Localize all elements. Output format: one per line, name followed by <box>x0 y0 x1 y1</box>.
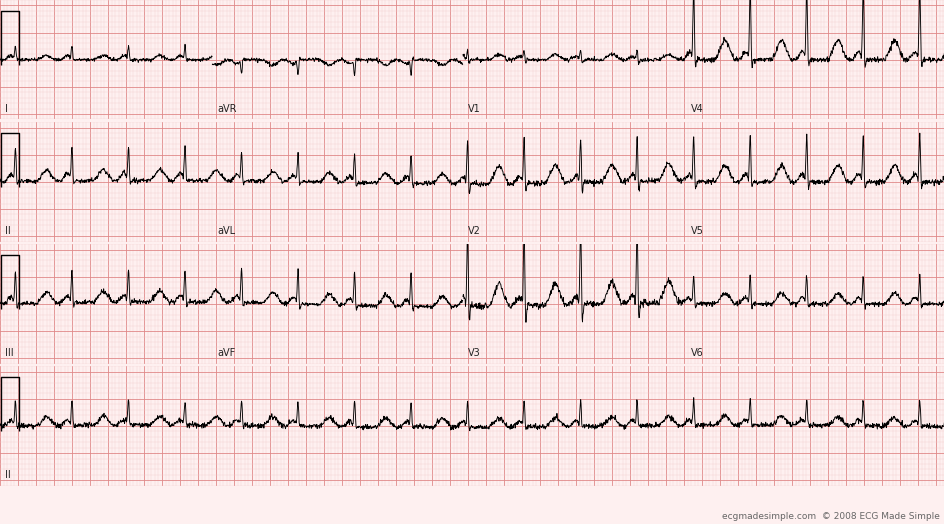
Text: III: III <box>6 348 14 358</box>
Text: I: I <box>6 104 8 114</box>
Text: aVL: aVL <box>217 226 236 236</box>
Text: V6: V6 <box>690 348 702 358</box>
Text: aVR: aVR <box>217 104 237 114</box>
Text: aVF: aVF <box>217 348 236 358</box>
Text: V1: V1 <box>468 104 480 114</box>
Text: V4: V4 <box>690 104 702 114</box>
Text: II: II <box>6 226 11 236</box>
Text: V5: V5 <box>690 226 702 236</box>
Text: II: II <box>6 470 11 480</box>
Text: V2: V2 <box>468 226 480 236</box>
Text: ecgmadesimple.com  © 2008 ECG Made Simple: ecgmadesimple.com © 2008 ECG Made Simple <box>721 512 939 521</box>
Text: V3: V3 <box>468 348 480 358</box>
